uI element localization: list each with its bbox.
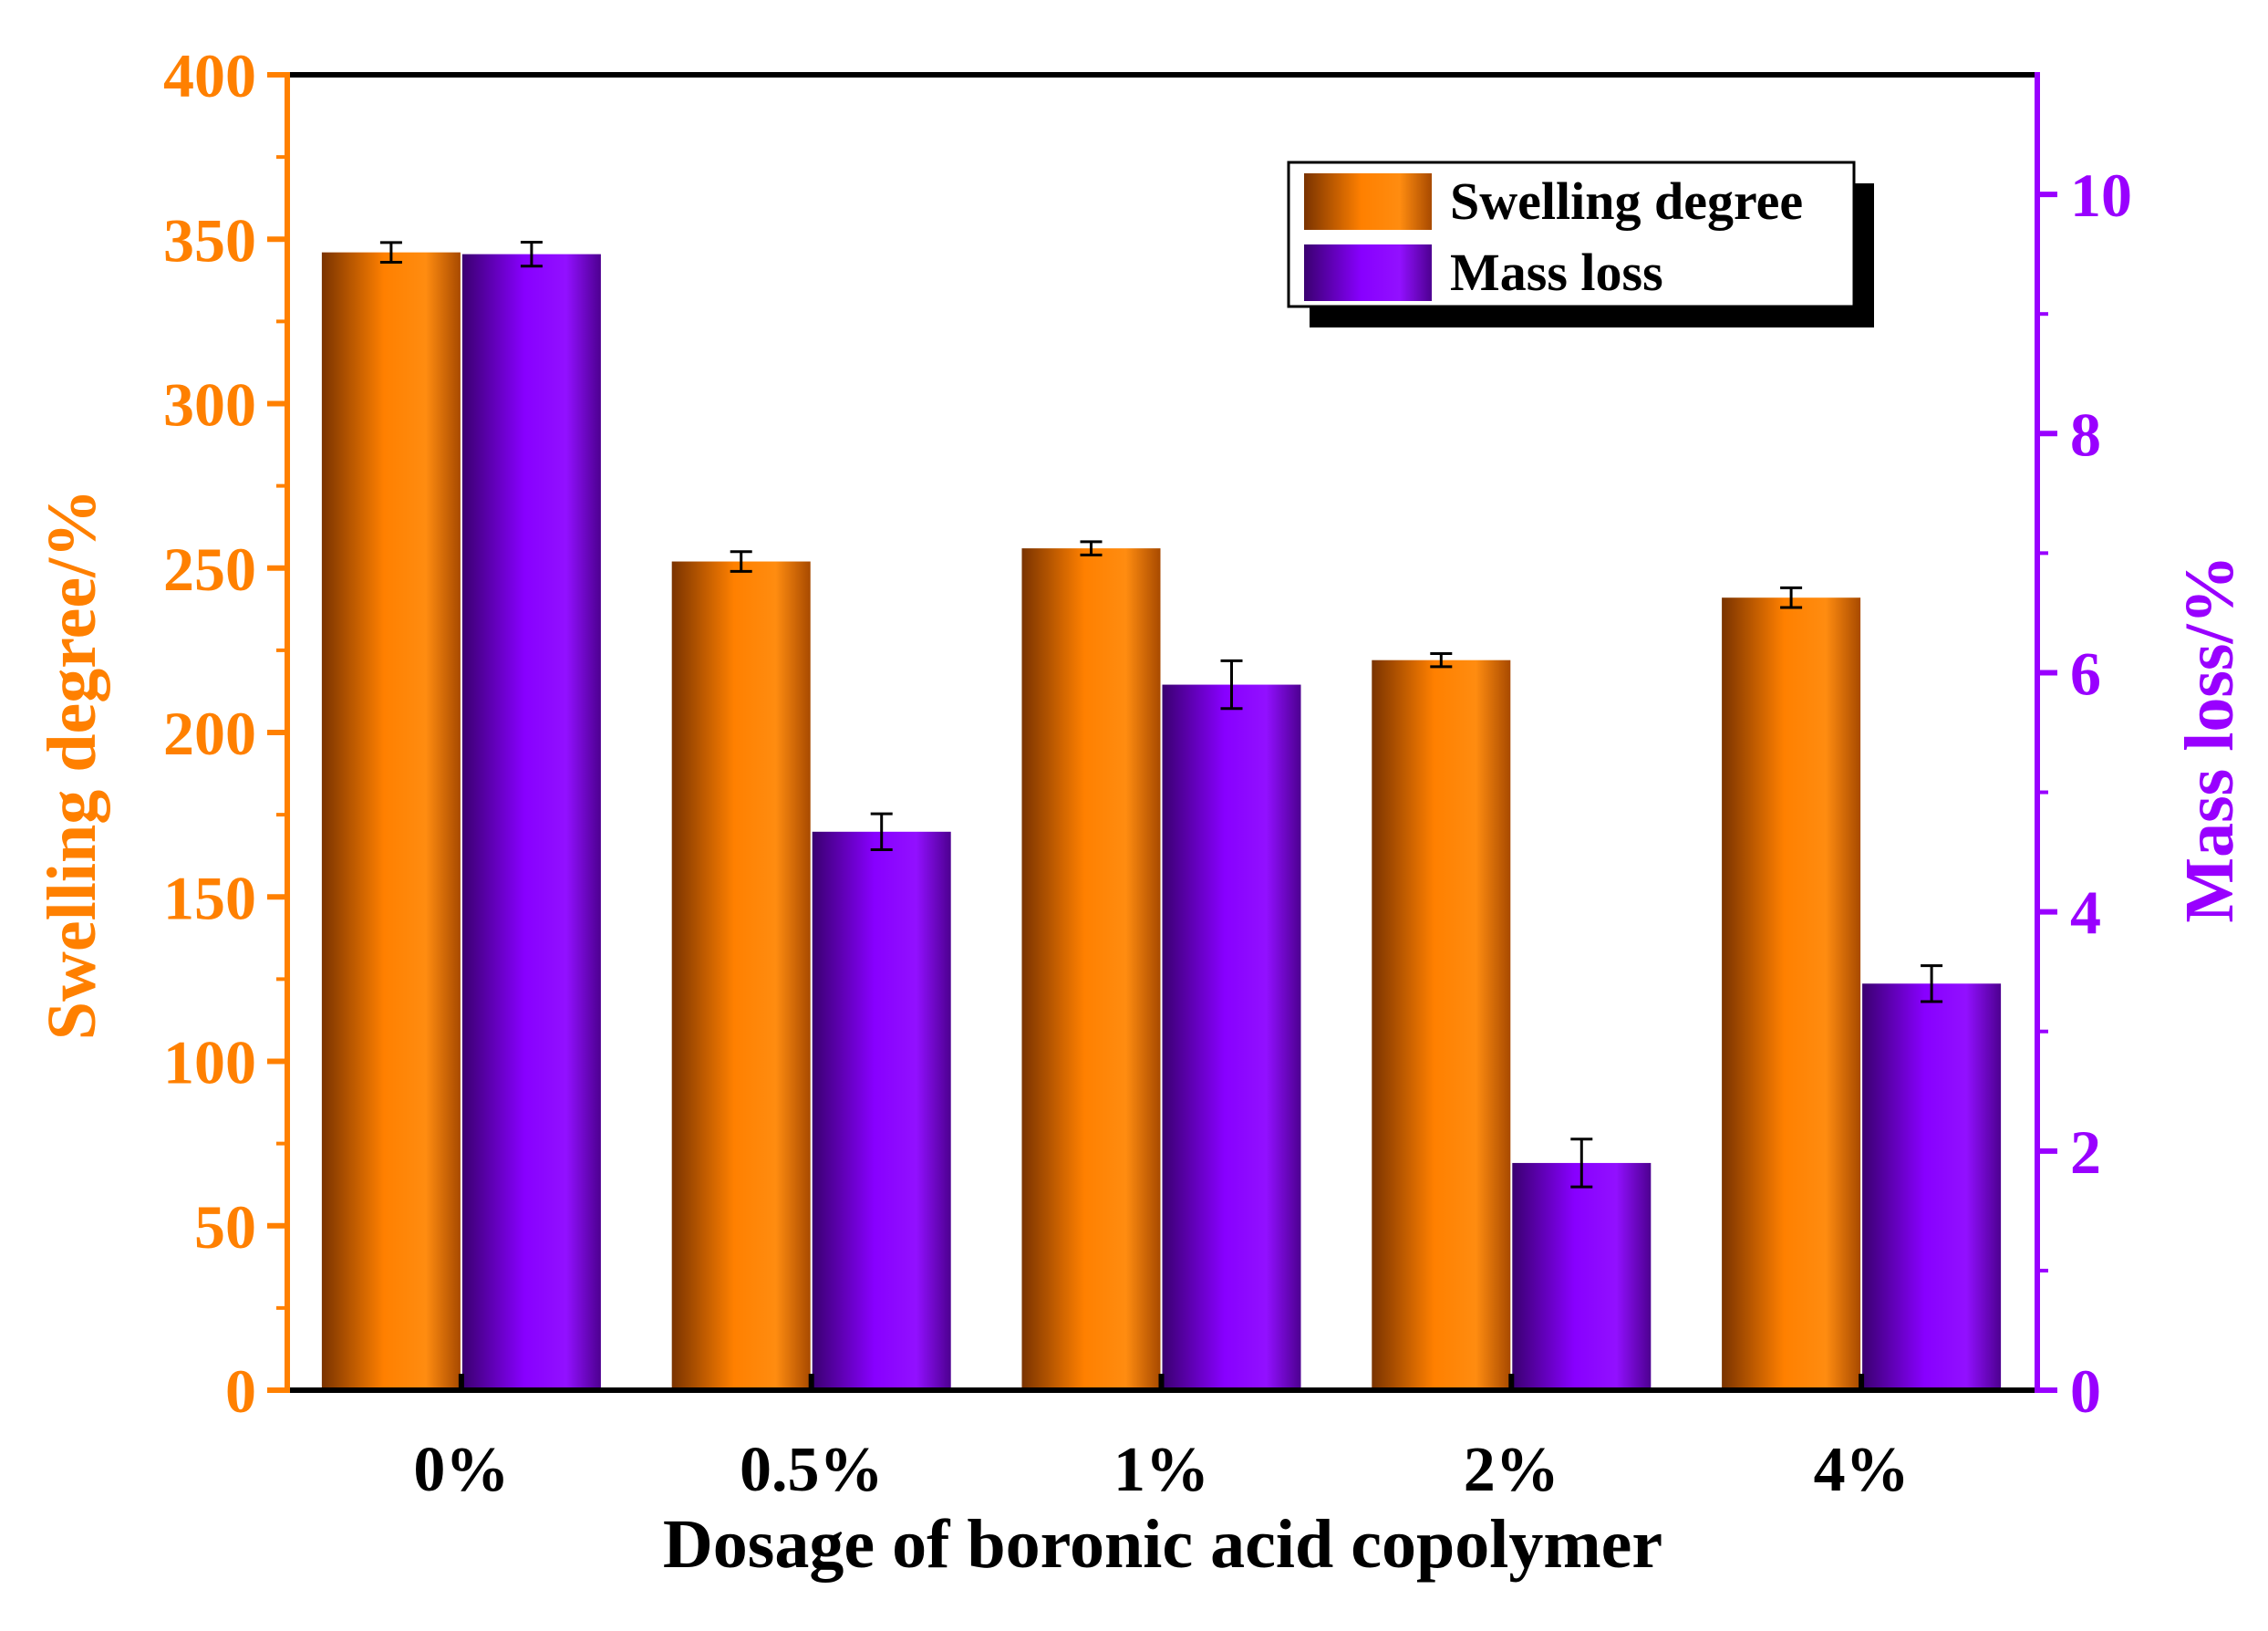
bar-mass-loss <box>1862 983 2002 1390</box>
x-tick-label: 4% <box>1814 1435 1910 1505</box>
x-tick-label: 0.5% <box>740 1435 884 1505</box>
error-bar <box>520 241 543 268</box>
bar-swelling-degree <box>1722 597 1861 1390</box>
error-bar <box>1220 659 1243 711</box>
bar-swelling-degree <box>1021 548 1161 1390</box>
right-tick-label: 4 <box>2070 878 2101 948</box>
left-tick-label: 0 <box>225 1356 256 1426</box>
x-axis-ticks: 0% 0.5% 1% 2% 4% <box>413 1374 1910 1505</box>
bar-swelling-degree <box>1372 660 1511 1390</box>
left-tick-label: 300 <box>163 370 256 440</box>
bar-mass-loss <box>1512 1162 1652 1390</box>
error-bar <box>1080 540 1103 556</box>
x-axis-title: Dosage of boronic acid copolymer <box>663 1506 1662 1583</box>
right-tick-label: 8 <box>2070 400 2101 469</box>
legend: Swelling degree Mass loss <box>1287 161 1874 327</box>
left-tick-label: 200 <box>163 699 256 768</box>
left-tick-label: 100 <box>163 1028 256 1097</box>
error-bars-layer <box>379 241 1943 1189</box>
error-bar <box>379 241 402 264</box>
bar-mass-loss <box>812 831 951 1390</box>
right-tick-label: 0 <box>2070 1356 2101 1426</box>
left-tick-label: 150 <box>163 863 256 932</box>
left-tick-label: 250 <box>163 535 256 604</box>
right-tick-label: 10 <box>2070 161 2132 230</box>
bar-mass-loss <box>461 254 601 1390</box>
error-bar <box>1921 964 1943 1003</box>
legend-label-mass-loss: Mass loss <box>1450 243 1663 302</box>
bars-layer <box>321 252 2002 1390</box>
bar-swelling-degree <box>321 252 461 1390</box>
x-tick-label: 1% <box>1113 1435 1209 1505</box>
x-tick-label: 0% <box>413 1435 509 1505</box>
x-tick-label: 2% <box>1464 1435 1559 1505</box>
left-axis-ticks: 0 50 100 150 200 250 300 350 400 <box>163 41 287 1426</box>
left-tick-label: 400 <box>163 41 256 110</box>
right-tick-label: 6 <box>2070 639 2101 708</box>
left-tick-label: 350 <box>163 205 256 275</box>
error-bar <box>730 550 752 573</box>
error-bar <box>870 812 893 851</box>
right-axis-title: Mass loss/% <box>2171 555 2248 922</box>
bar-swelling-degree <box>671 561 811 1390</box>
right-axis-ticks: 0 2 4 6 8 10 <box>2037 161 2132 1426</box>
right-tick-label: 2 <box>2070 1117 2101 1187</box>
error-bar <box>1430 651 1453 669</box>
legend-swatch-mass-loss <box>1304 244 1432 301</box>
left-axis-title: Swelling degree/% <box>34 489 110 1040</box>
bar-mass-loss <box>1162 684 1301 1390</box>
legend-label-swelling: Swelling degree <box>1450 171 1803 231</box>
error-bar <box>1570 1138 1593 1189</box>
error-bar <box>1780 586 1803 609</box>
legend-swatch-swelling <box>1304 173 1432 230</box>
left-tick-label: 50 <box>194 1192 256 1262</box>
